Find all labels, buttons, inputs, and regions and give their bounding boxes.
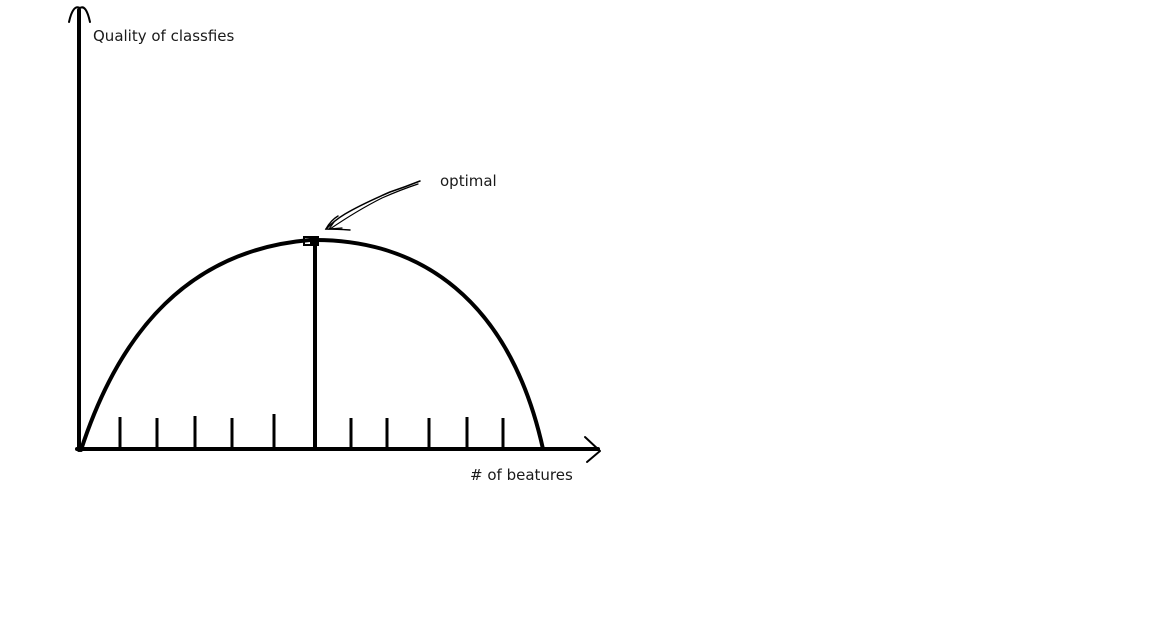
annotation-arrow-shaft (325, 180, 421, 230)
annotation-arrow-shaft-2 (329, 183, 419, 230)
tick-marks (118, 414, 505, 449)
x-axis-arrowhead (584, 436, 601, 463)
annotation-arrow (324, 180, 421, 231)
annotation-arrowhead (324, 215, 351, 231)
y-axis-label: Quality of classfies (93, 27, 235, 45)
y-axis: Quality of classfies (68, 6, 235, 452)
x-axis-label: # of beatures (470, 466, 573, 484)
y-axis-arrowhead (68, 6, 91, 23)
quality-curve (79, 237, 545, 452)
optimal-point-fill (310, 237, 319, 245)
x-axis: # of beatures (75, 436, 601, 484)
annotation-arrowhead-stroke (327, 221, 343, 230)
optimal-label: optimal (440, 172, 497, 190)
